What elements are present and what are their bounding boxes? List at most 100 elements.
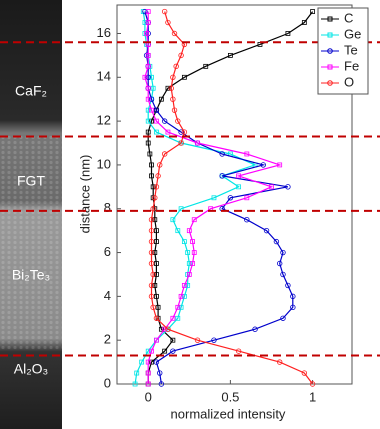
legend-marker [327,48,333,54]
data-point [290,304,296,311]
data-point [211,195,217,201]
x-tick-label: 0 [145,389,152,404]
data-point [170,348,176,354]
layer-label: CaF₂ [15,83,47,99]
layer-label: FGT [17,173,45,189]
layer-label: Al₂O₃ [14,361,48,377]
data-point [149,348,154,354]
data-point [244,195,250,201]
data-point [145,381,151,387]
data-point [145,63,151,69]
data-point [154,261,159,266]
y-tick-label: 4 [104,288,111,303]
data-point [186,228,192,234]
data-point [161,118,168,124]
data-point [150,304,156,311]
data-point [263,227,270,234]
data-point [175,118,181,124]
data-point [175,228,181,234]
data-point [132,381,138,387]
data-point [175,304,181,310]
data-point [280,271,286,278]
data-point [171,107,178,113]
data-point [244,216,250,223]
data-point [165,129,171,135]
data-point [134,370,140,376]
data-point [285,31,291,36]
data-point [170,337,176,343]
data-point [150,184,156,190]
data-point [219,151,225,157]
data-point [310,9,315,14]
data-point [145,9,151,14]
data-point [190,261,195,266]
data-point [148,282,155,289]
data-point [154,337,159,343]
data-point [301,370,308,376]
profile-line [134,11,257,385]
data-point [252,326,258,332]
data-point [149,74,154,80]
data-point [161,151,168,157]
legend-label: Te [344,42,358,57]
data-point [171,30,178,37]
data-point [194,337,201,343]
data-point [277,162,283,168]
data-point [191,217,197,223]
data-point [185,283,191,288]
data-point [244,151,250,157]
data-point [219,173,225,179]
profile-line [150,11,314,385]
y-axis-label: distance (nm) [77,155,92,234]
data-point [280,249,286,256]
data-point [155,173,161,179]
y-tick-label: 16 [97,25,111,40]
data-point [285,282,291,289]
data-point [211,337,217,343]
y-tick-label: 6 [104,244,111,259]
data-point [181,239,187,245]
data-point [145,74,151,80]
legend-label: Fe [344,58,359,73]
data-point [157,162,163,168]
data-point [149,107,154,113]
data-point [145,140,151,146]
data-point [178,304,184,310]
data-point [148,249,155,256]
data-point [145,118,151,124]
legend-marker [327,16,333,22]
legend-label: Ge [344,26,361,41]
data-point [147,151,153,157]
data-point [149,359,154,365]
data-point [145,85,151,91]
data-point [178,293,184,299]
data-point [145,129,151,135]
data-point [190,239,195,245]
y-tick-label: 2 [104,332,111,347]
data-point [280,315,286,321]
data-point [162,326,168,332]
data-point [276,359,283,365]
data-point [181,74,187,80]
data-point [145,370,151,376]
data-point [260,162,266,168]
data-point [236,173,242,179]
data-point [186,272,192,277]
data-point [154,239,159,245]
y-tick-label: 10 [97,156,111,171]
data-point [173,63,179,70]
profile-line [144,11,294,385]
data-point [144,31,149,36]
data-point [175,315,181,321]
data-point [149,118,154,124]
data-point [158,326,164,332]
data-point [145,96,151,102]
data-point [154,293,159,299]
data-point [139,359,145,365]
data-point [142,74,148,80]
data-point [181,293,187,299]
profile-line [147,11,314,384]
data-point [148,293,155,300]
data-point [181,283,187,288]
y-tick-label: 14 [97,69,111,84]
